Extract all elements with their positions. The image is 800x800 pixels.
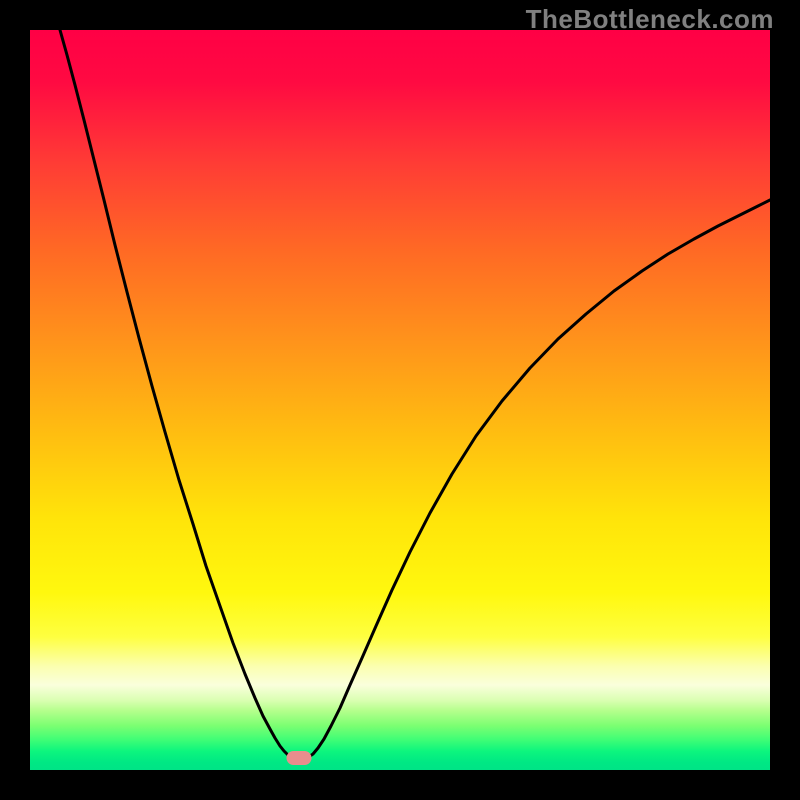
plot-area-gradient [30, 30, 770, 770]
bottleneck-chart-svg [0, 0, 800, 800]
optimal-point-marker [287, 752, 311, 765]
watermark-text: TheBottleneck.com [526, 4, 774, 35]
chart-container: TheBottleneck.com [0, 0, 800, 800]
